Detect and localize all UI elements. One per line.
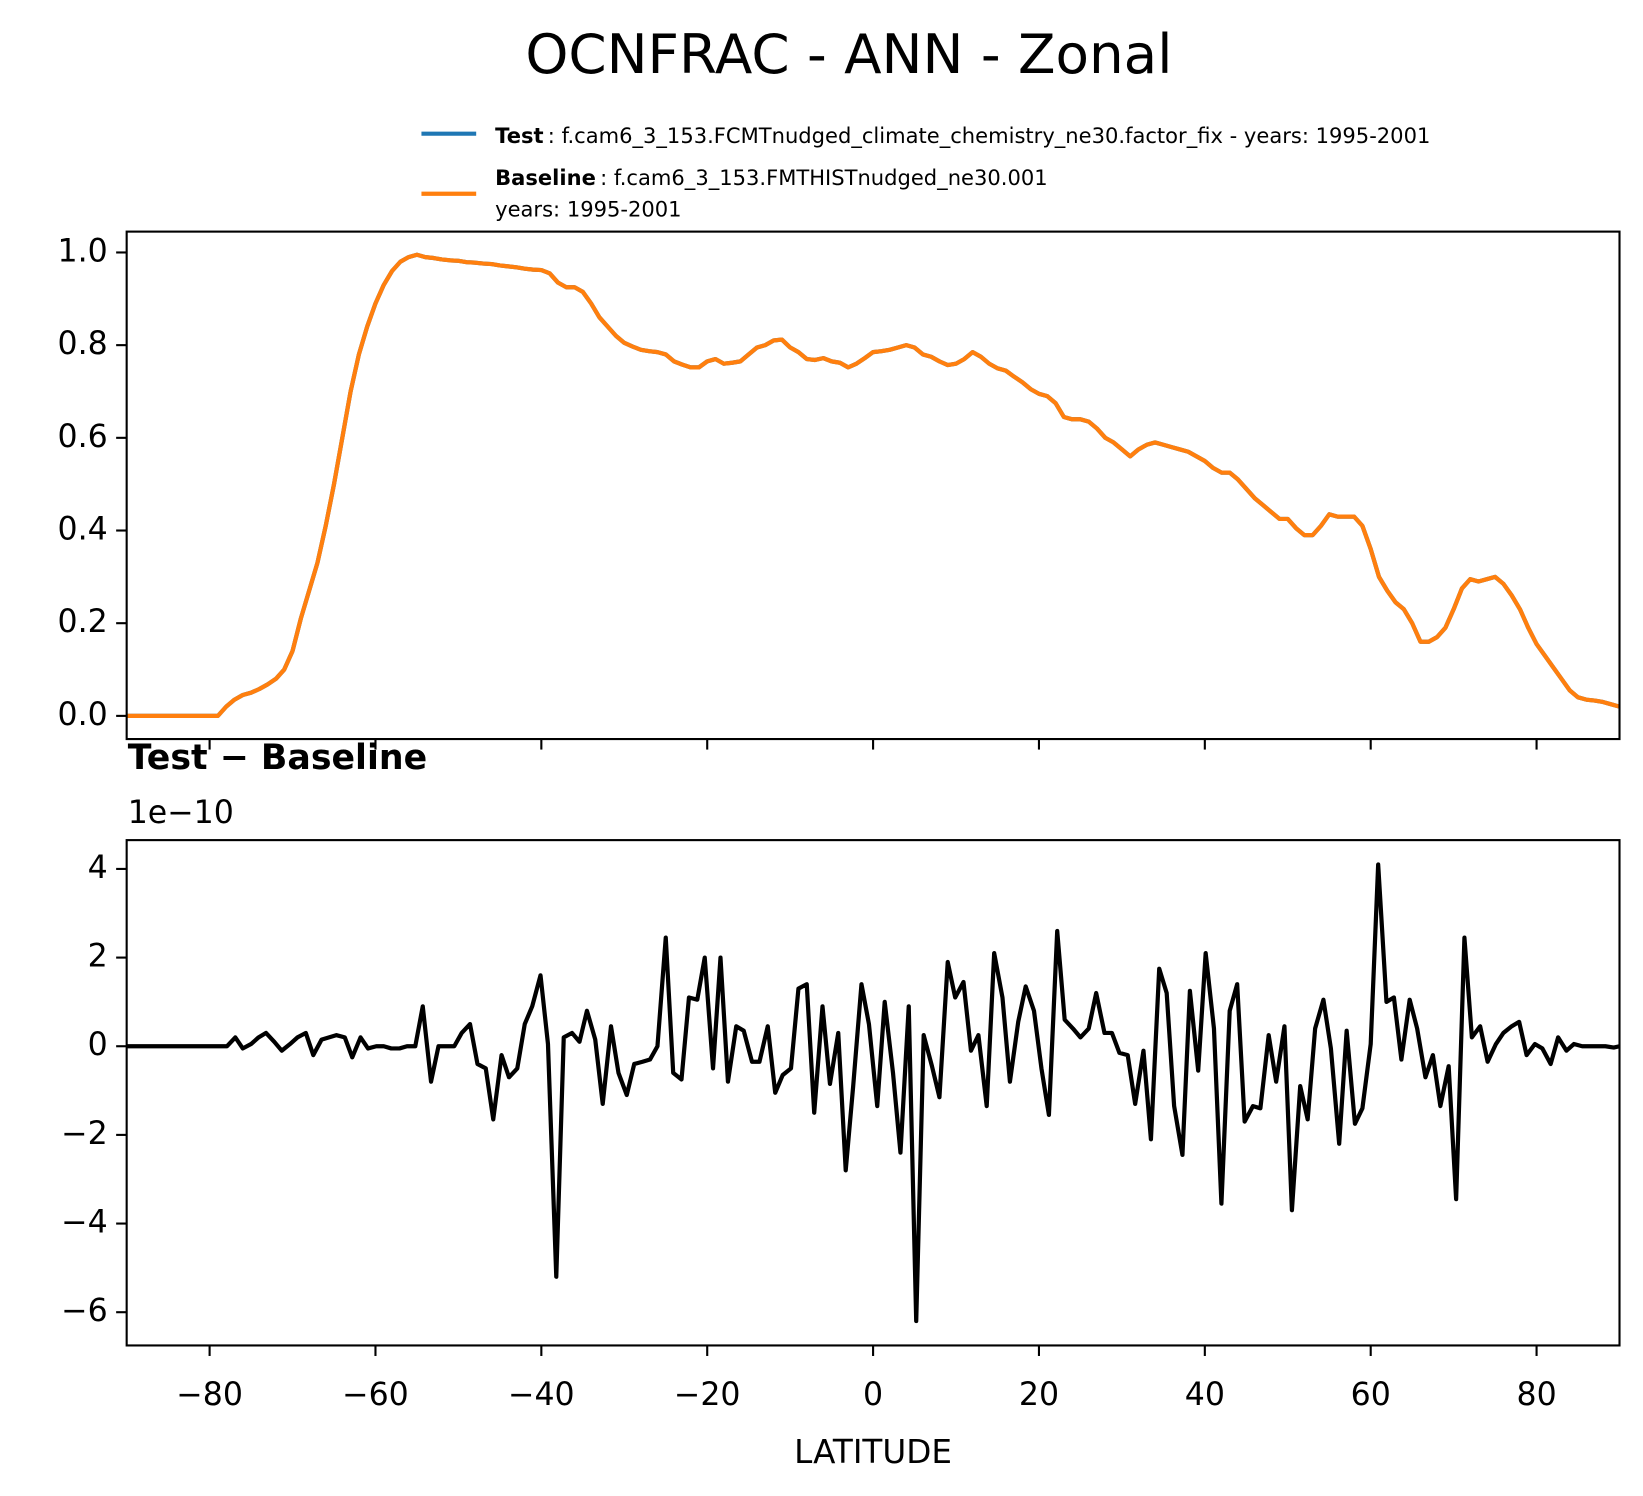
x-tick-label: −80	[176, 1377, 243, 1413]
x-tick-label: 20	[1019, 1377, 1059, 1413]
y-tick-label: −6	[61, 1293, 108, 1329]
series-line	[126, 252, 1620, 718]
x-tick-label: 40	[1185, 1377, 1225, 1413]
y-tick-label: 2	[88, 939, 108, 975]
panel-title: Test − Baseline	[128, 738, 427, 778]
y-tick-label: 0.6	[57, 419, 107, 455]
y-tick-label: 0.8	[57, 326, 107, 362]
legend-text: : f.cam6_3_153.FCMTnudged_climate_chemis…	[548, 123, 1431, 148]
figure-title: OCNFRAC - ANN - Zonal	[525, 22, 1172, 86]
x-tick-label: −20	[674, 1377, 741, 1413]
y-tick-label: 1.0	[57, 233, 107, 269]
y-tick-label: 0.0	[57, 697, 107, 733]
legend-text: years: 1995-2001	[495, 197, 681, 222]
x-tick-label: −60	[342, 1377, 409, 1413]
y-tick-label: −4	[61, 1205, 108, 1241]
y-tick-label: 4	[88, 850, 108, 886]
x-tick-label: 0	[863, 1377, 883, 1413]
axes-frame	[125, 839, 1621, 1347]
x-axis-label: LATITUDE	[794, 1433, 952, 1471]
y-tick-label: 0	[88, 1027, 108, 1063]
x-tick-label: −40	[508, 1377, 575, 1413]
y-tick-label: −2	[61, 1116, 108, 1152]
offset-label: 1e−10	[128, 795, 234, 831]
legend-text: : f.cam6_3_153.FMTHISTnudged_ne30.001	[600, 165, 1048, 190]
y-tick-label: 0.2	[57, 604, 107, 640]
legend-name: Baseline	[495, 165, 596, 190]
x-tick-label: 60	[1351, 1377, 1391, 1413]
series-line	[126, 252, 1620, 718]
legend-name: Test	[495, 123, 543, 148]
x-tick-label: 80	[1516, 1377, 1556, 1413]
series-line	[126, 862, 1620, 1324]
axes-frame	[125, 230, 1621, 741]
y-tick-label: 0.4	[57, 512, 107, 548]
